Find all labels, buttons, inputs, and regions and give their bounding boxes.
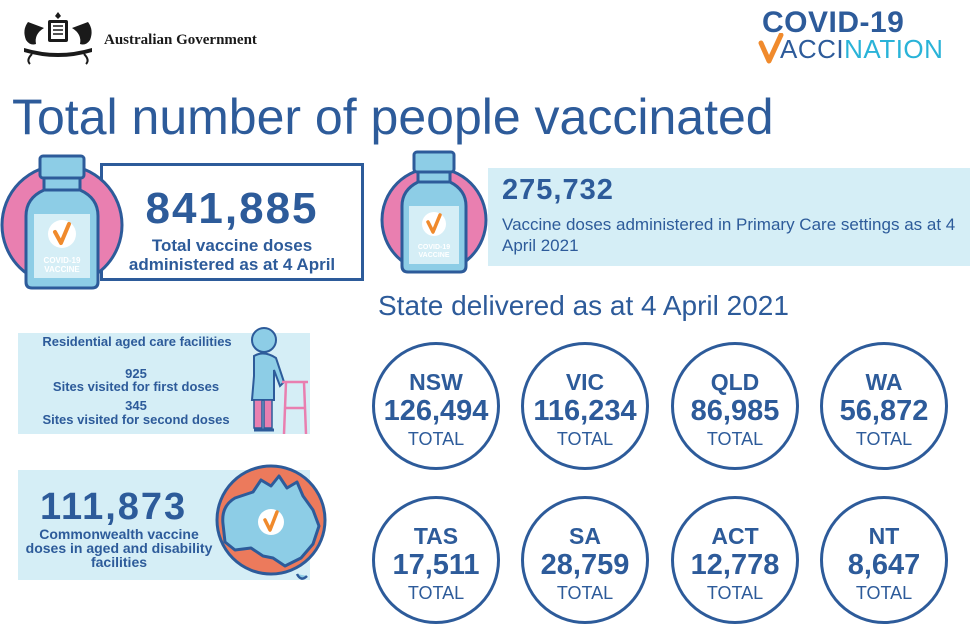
vial-label-line1: COVID-19: [418, 244, 450, 251]
state-total-label: TOTAL: [556, 583, 614, 603]
aged-second-number: 345: [125, 398, 147, 413]
state-circle-sa: SA 28,759 TOTAL: [521, 496, 649, 624]
state-total-label: TOTAL: [556, 429, 614, 449]
state-circle-wa: WA 56,872 TOTAL: [820, 342, 948, 470]
aged-care-heading: Residential aged care facilities: [42, 334, 232, 349]
state-code: QLD: [710, 369, 760, 395]
state-total-label: TOTAL: [855, 429, 913, 449]
state-code: TAS: [413, 523, 459, 549]
page-title: Total number of people vaccinated: [12, 89, 774, 145]
total-doses-caption: Total vaccine doses administered as at 4…: [103, 236, 361, 274]
logo-vaccination-text: ACCINATION: [762, 34, 943, 65]
vaccine-vial-icon: COVID-19 VACCINE: [0, 154, 124, 290]
vaccine-vial-icon: COVID-19 VACCINE: [380, 150, 488, 274]
government-name: Australian Government: [104, 32, 257, 48]
state-total-label: TOTAL: [855, 583, 913, 603]
state-total-label: TOTAL: [706, 429, 764, 449]
state-circle-vic: VIC 116,234 TOTAL: [521, 342, 649, 470]
state-value: 116,234: [533, 395, 637, 427]
state-code: NT: [868, 523, 900, 549]
state-code: ACT: [711, 523, 759, 549]
logo-covid19-text: COVID-19: [762, 6, 905, 39]
aged-second-label: Sites visited for second doses: [42, 412, 230, 427]
vial-label-line2: VACCINE: [419, 252, 450, 259]
state-circle-nt: NT 8,647 TOTAL: [820, 496, 948, 624]
elderly-walker-icon: [250, 327, 308, 435]
state-value: 86,985: [690, 395, 780, 427]
aged-first-number: 925: [125, 366, 147, 381]
state-code: NSW: [409, 369, 463, 395]
state-circle-act: ACT 12,778 TOTAL: [671, 496, 799, 624]
total-doses-card: 841,885 Total vaccine doses administered…: [100, 163, 364, 281]
state-circle-nsw: NSW 126,494 TOTAL: [372, 342, 500, 470]
commonwealth-number: 111,873: [40, 486, 188, 528]
state-value: 12,778: [690, 549, 780, 581]
state-code: VIC: [565, 369, 605, 395]
state-total-label: TOTAL: [706, 583, 764, 603]
state-value: 28,759: [540, 549, 630, 581]
commonwealth-caption: Commonwealth vaccine doses in aged and d…: [25, 526, 213, 570]
coat-of-arms-icon: [24, 12, 92, 65]
australia-map-icon: [215, 464, 327, 580]
total-caption-line2: administered as at 4 April: [128, 255, 336, 274]
state-heading: State delivered as at 4 April 2021: [378, 290, 789, 321]
state-value: 8,647: [847, 549, 921, 581]
state-code: SA: [569, 523, 601, 549]
logo-vaccination-light: NATION: [844, 34, 944, 64]
state-value: 17,511: [392, 549, 480, 581]
state-code: WA: [865, 369, 903, 395]
state-value: 56,872: [839, 395, 929, 427]
check-icon: [263, 510, 279, 532]
check-icon: [426, 213, 442, 234]
state-circle-tas: TAS 17,511 TOTAL: [372, 496, 500, 624]
primary-care-number: 275,732: [502, 174, 614, 206]
state-total-label: TOTAL: [407, 583, 465, 603]
aged-first-label: Sites visited for first doses: [52, 379, 220, 394]
vial-label-line2: VACCINE: [44, 265, 80, 274]
state-total-label: TOTAL: [407, 429, 465, 449]
state-circle-qld: QLD 86,985 TOTAL: [671, 342, 799, 470]
vial-label-line1: COVID-19: [44, 256, 81, 265]
logo-vaccination-dark: ACCI: [780, 34, 845, 64]
total-doses-number: 841,885: [145, 184, 319, 233]
state-value: 126,494: [383, 395, 489, 427]
check-icon: [758, 33, 784, 64]
primary-care-caption: Vaccine doses administered in Primary Ca…: [502, 215, 956, 255]
check-icon: [53, 222, 71, 245]
total-caption-line1: Total vaccine doses: [151, 236, 313, 255]
primary-care-card: 275,732 Vaccine doses administered in Pr…: [488, 168, 970, 266]
